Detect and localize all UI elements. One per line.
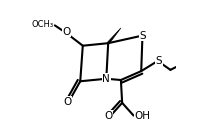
Polygon shape (107, 28, 121, 44)
Text: S: S (139, 31, 146, 41)
Text: S: S (156, 56, 162, 66)
Text: OH: OH (135, 111, 151, 121)
Text: OCH₃: OCH₃ (31, 20, 54, 29)
Text: O: O (62, 27, 70, 37)
Text: O: O (104, 111, 112, 121)
Text: O: O (63, 97, 72, 107)
Text: N: N (102, 74, 110, 84)
